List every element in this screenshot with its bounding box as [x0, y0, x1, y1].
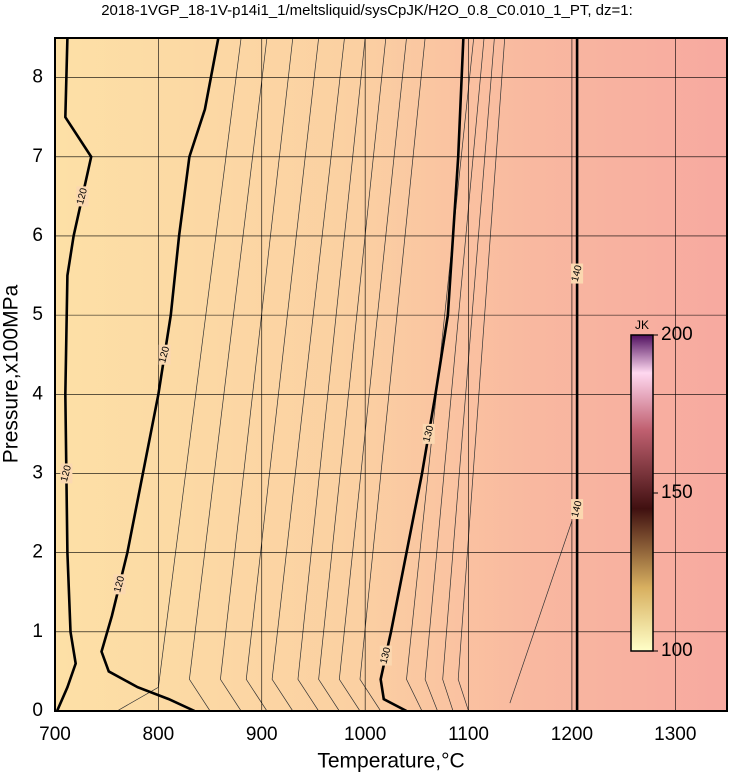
contour-label-bg	[76, 186, 89, 207]
x-tick-label: 700	[39, 724, 71, 745]
contour-label-bg	[379, 645, 392, 666]
thin-contour	[318, 38, 387, 711]
thin-contour	[509, 520, 573, 704]
y-tick-label: 4	[32, 383, 43, 404]
contour-label-bg	[571, 263, 584, 284]
x-tick-label: 900	[246, 724, 278, 745]
chart-title: 2018-1VGP_18-1V-p14i1_1/meltsliquid/sysC…	[101, 2, 633, 19]
thin-contour	[189, 38, 268, 711]
contour-label: 130	[378, 646, 393, 665]
contour-label-bg	[571, 499, 584, 520]
y-tick-label: 7	[32, 146, 43, 167]
y-tick-label: 1	[32, 621, 43, 642]
contour-label-bg	[113, 574, 126, 595]
contour-label: 120	[112, 574, 127, 593]
thin-contour	[338, 38, 407, 711]
x-tick-label: 1000	[344, 724, 386, 745]
colorbar-label: JK	[635, 318, 649, 332]
contour-label: 140	[570, 264, 585, 283]
contour-label: 120	[59, 464, 74, 483]
thin-contour	[297, 38, 366, 711]
contour-label: 120	[75, 186, 90, 205]
thin-contour	[424, 38, 485, 711]
thin-contour	[457, 38, 506, 711]
thin-contour	[271, 38, 345, 711]
contour-label-bg	[158, 344, 171, 365]
contour-label-bg	[60, 463, 73, 484]
contour-label-bg	[422, 423, 435, 444]
x-axis-label: Temperature,°C	[317, 750, 464, 773]
y-tick-label: 2	[32, 542, 43, 563]
contour-line	[100, 38, 220, 711]
x-tick-label: 1100	[448, 724, 489, 745]
colorbar-tick-label: 150	[661, 482, 693, 503]
thin-contour	[359, 38, 426, 711]
x-tick-label: 1200	[551, 724, 593, 745]
y-tick-label: 3	[32, 462, 43, 483]
plot-layer: 120 120 120 120 130 130 140 140	[55, 38, 727, 711]
y-tick-label: 5	[32, 304, 43, 325]
thin-contour	[220, 38, 294, 711]
plot-frame	[54, 37, 728, 712]
y-axis-label: Pressure,x100MPa	[0, 284, 23, 463]
x-tick-label: 1300	[654, 724, 696, 745]
colorbar	[630, 334, 654, 652]
contour-label: 120	[157, 345, 172, 364]
y-tick-label: 0	[32, 700, 43, 721]
y-tick-label: 8	[32, 67, 43, 88]
colorbar-tick-label: 100	[661, 640, 693, 661]
thin-contour	[245, 38, 319, 711]
colorbar-tick-label: 200	[661, 324, 693, 345]
contour-line	[55, 38, 93, 711]
y-tick-label: 6	[32, 225, 43, 246]
contour-label: 140	[570, 499, 585, 518]
x-tick-label: 800	[143, 724, 175, 745]
contour-label: 130	[421, 424, 436, 443]
contour-line	[379, 38, 465, 711]
thin-contour	[442, 38, 495, 711]
